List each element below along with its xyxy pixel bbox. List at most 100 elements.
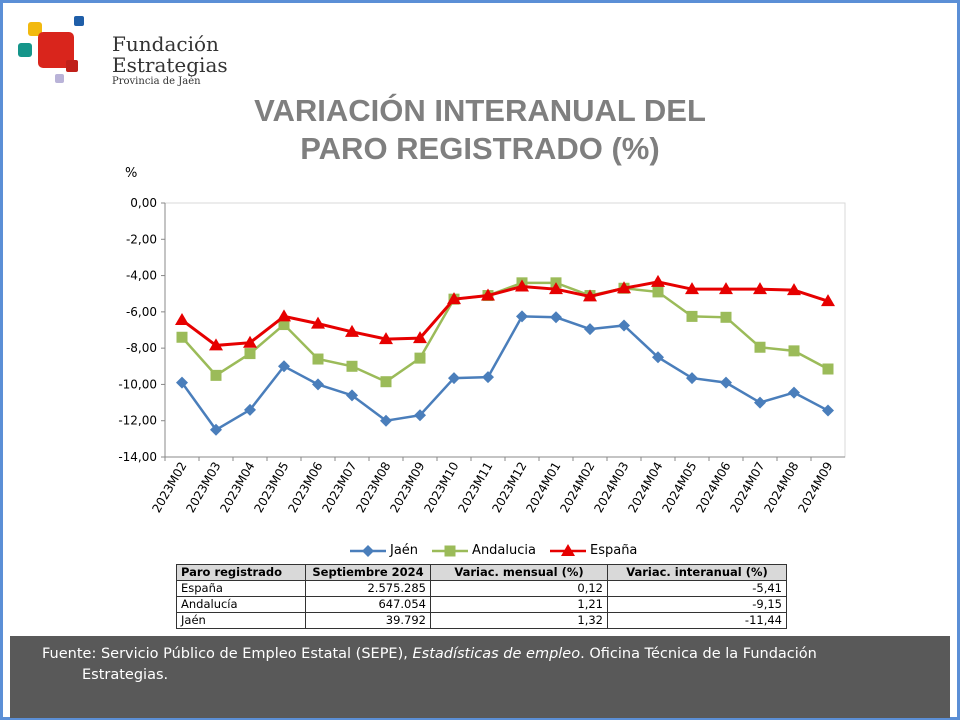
series-españa xyxy=(175,274,835,351)
legend-triangle-icon xyxy=(549,543,586,556)
data-point xyxy=(787,283,801,296)
page-title: VARIACIÓN INTERANUAL DEL PARO REGISTRADO… xyxy=(0,92,960,168)
data-point xyxy=(312,353,324,365)
data-point xyxy=(720,311,732,323)
data-point xyxy=(414,352,426,364)
chart-legend: Jaén Andalucia España xyxy=(350,543,637,558)
data-point xyxy=(175,313,189,326)
header-cell: Variac. mensual (%) xyxy=(430,564,608,581)
title-line1: VARIACIÓN INTERANUAL DEL xyxy=(254,93,706,128)
series-jaén xyxy=(176,310,834,436)
data-point xyxy=(312,378,324,391)
title-line2: PARO REGISTRADO (%) xyxy=(300,131,660,166)
data-point xyxy=(278,360,290,373)
data-point xyxy=(754,341,766,353)
data-point xyxy=(311,316,325,329)
footer-italic: Estadísticas de empleo xyxy=(412,646,581,662)
cell: -9,15 xyxy=(607,596,787,613)
data-point xyxy=(652,286,664,298)
data-point xyxy=(584,323,596,336)
data-point xyxy=(447,292,461,305)
cell: -5,41 xyxy=(607,580,787,597)
footer-text: Fuente: Servicio Público de Empleo Estat… xyxy=(42,646,413,662)
cell: 1,32 xyxy=(430,612,608,629)
data-point xyxy=(617,281,631,294)
legend-item: Andalucia xyxy=(432,543,536,558)
legend-label: España xyxy=(589,543,638,558)
x-tick-label: 2024M09 xyxy=(795,460,835,516)
data-point xyxy=(278,319,290,331)
header-cell: Septiembre 2024 xyxy=(305,564,431,581)
data-point xyxy=(686,310,698,322)
data-point xyxy=(210,423,222,436)
source-footer: Fuente: Servicio Público de Empleo Estat… xyxy=(10,636,950,718)
legend-marker xyxy=(444,545,456,556)
cell: 0,12 xyxy=(430,580,608,597)
data-point xyxy=(549,282,563,295)
legend-item: España xyxy=(549,543,638,558)
legend-square-icon xyxy=(432,545,469,556)
y-tick-label: 0,00 xyxy=(130,196,157,210)
cell: Andalucía xyxy=(176,596,306,613)
data-point xyxy=(583,289,597,302)
header-cell: Paro registrado xyxy=(176,564,306,581)
data-point xyxy=(516,310,528,323)
cell: -11,44 xyxy=(607,612,787,629)
data-point xyxy=(550,311,562,324)
series-line xyxy=(181,280,829,347)
data-point xyxy=(685,282,699,295)
y-tick-label: -4,00 xyxy=(126,269,157,283)
header-cell: Variac. interanual (%) xyxy=(607,564,787,581)
data-point xyxy=(754,396,766,409)
data-point xyxy=(210,369,222,381)
data-point xyxy=(413,331,427,344)
cell: 39.792 xyxy=(305,612,431,629)
y-tick-label: -2,00 xyxy=(126,232,157,246)
legend-diamond-icon xyxy=(350,544,386,557)
logo-squares-icon xyxy=(18,16,84,83)
data-point xyxy=(448,372,460,385)
data-point xyxy=(719,282,733,295)
data-point xyxy=(753,282,767,295)
legend-item: Jaén xyxy=(350,543,418,558)
data-point xyxy=(788,386,800,399)
cell: 2.575.285 xyxy=(305,580,431,597)
data-point xyxy=(482,371,494,384)
legend-marker xyxy=(560,543,575,556)
data-table: Paro registrado Septiembre 2024 Variac. … xyxy=(176,564,787,629)
data-point xyxy=(243,335,257,348)
data-point xyxy=(176,331,188,343)
y-tick-label: -10,00 xyxy=(118,377,157,391)
y-tick-label: -8,00 xyxy=(126,341,157,355)
data-point xyxy=(176,376,188,389)
footer-text: . Oficina Técnica de la Fundación xyxy=(580,646,817,662)
cell: Jaén xyxy=(176,612,306,629)
data-point xyxy=(244,403,256,416)
legend-label: Jaén xyxy=(390,543,419,558)
table-row: Andalucía 647.054 1,21 -9,15 xyxy=(176,596,787,613)
cell: 647.054 xyxy=(305,596,431,613)
data-point xyxy=(686,372,698,385)
data-point xyxy=(380,414,392,427)
data-point xyxy=(346,360,358,372)
series-line xyxy=(180,315,829,432)
data-point xyxy=(822,363,834,375)
legend-label: Andalucia xyxy=(472,543,536,558)
data-point xyxy=(651,274,665,287)
data-point xyxy=(277,309,291,322)
legend-marker xyxy=(362,544,374,557)
data-point xyxy=(481,288,495,301)
logo-line3: Provincia de Jaén xyxy=(112,76,201,87)
y-tick-label: -14,00 xyxy=(118,450,157,464)
data-point xyxy=(244,348,256,360)
logo-line2: Estrategias xyxy=(112,53,228,77)
y-tick-label: -6,00 xyxy=(126,305,157,319)
data-point xyxy=(822,404,834,417)
table-row: Jaén 39.792 1,32 -11,44 xyxy=(176,612,787,629)
cell: España xyxy=(176,580,306,597)
y-axis-label: % xyxy=(125,166,137,181)
data-point xyxy=(209,338,223,351)
data-point xyxy=(380,376,392,388)
cell: 1,21 xyxy=(430,596,608,613)
